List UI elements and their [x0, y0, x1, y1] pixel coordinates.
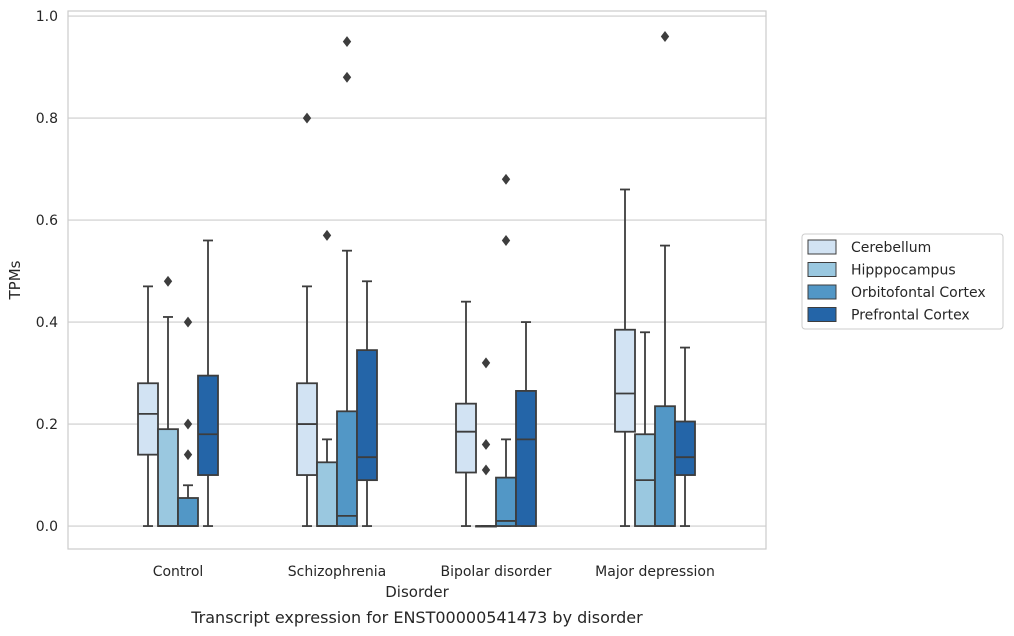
- box-prefrontal-cortex: [356, 280, 378, 527]
- box-prefrontal-cortex: [515, 321, 537, 527]
- legend-label: Cerebellum: [851, 240, 931, 256]
- y-tick-label: 0.0: [36, 519, 58, 535]
- y-tick-label: 0.4: [36, 315, 58, 331]
- box-body: [197, 374, 219, 476]
- box-body: [515, 390, 537, 527]
- legend-label: Orbitofontal Cortex: [851, 285, 986, 301]
- outlier-point: [183, 449, 193, 461]
- box-body: [654, 405, 676, 527]
- box-body: [137, 382, 159, 456]
- legend-swatch: [807, 239, 837, 255]
- x-tick-label: Bipolar disorder: [440, 564, 551, 580]
- legend-label: Prefrontal Cortex: [851, 308, 970, 324]
- outlier-point: [501, 235, 511, 246]
- x-tick-label: Schizophrenia: [288, 564, 386, 580]
- boxes-layer: [137, 31, 696, 528]
- box-orbitofontal-cortex: [654, 31, 676, 527]
- outlier-point: [481, 357, 491, 369]
- box-body: [316, 461, 338, 527]
- box-orbitofontal-cortex: [336, 36, 358, 527]
- outlier-point: [342, 36, 352, 48]
- box-prefrontal-cortex: [197, 239, 219, 527]
- box-cerebellum: [296, 112, 318, 527]
- box-hipppocampus: [316, 229, 338, 527]
- box-orbitofontal-cortex: [177, 316, 199, 527]
- box-body: [614, 328, 636, 433]
- y-tick-labels: 0.0 0.2 0.4 0.6 0.8 1.0: [36, 9, 58, 535]
- outlier-point: [302, 112, 312, 124]
- legend-swatch: [807, 284, 837, 300]
- box-body: [455, 402, 477, 474]
- y-tick-label: 0.8: [36, 111, 58, 127]
- box-hipppocampus: [157, 275, 179, 527]
- y-tick-label: 1.0: [36, 9, 58, 25]
- chart-caption: Transcript expression for ENST0000054147…: [190, 608, 643, 627]
- legend-swatch: [807, 262, 837, 277]
- box-cerebellum: [614, 188, 636, 527]
- outlier-point: [183, 316, 193, 328]
- plot-frame: [67, 10, 767, 550]
- box-prefrontal-cortex: [674, 346, 696, 527]
- box-cerebellum: [137, 285, 159, 527]
- box-cerebellum: [455, 300, 477, 527]
- outlier-point: [660, 31, 670, 42]
- box-orbitofontal-cortex: [495, 173, 517, 527]
- box-body: [495, 476, 517, 527]
- box-body: [296, 382, 318, 476]
- box-body: [356, 349, 378, 482]
- legend-frame: [801, 233, 1004, 330]
- x-axis-label: Disorder: [385, 583, 449, 601]
- legend-label: Hipppocampus: [851, 263, 956, 279]
- box-body: [157, 428, 179, 527]
- outlier-point: [322, 229, 332, 241]
- x-tick-labels: Control Schizophrenia Bipolar disorder Majo…: [153, 564, 715, 580]
- outlier-point: [342, 71, 352, 83]
- box-body: [177, 497, 199, 527]
- outlier-point: [163, 275, 173, 287]
- outlier-point: [481, 464, 491, 476]
- box-body: [336, 410, 358, 527]
- y-axis-label: TPMs: [6, 260, 24, 300]
- legend: Cerebellum Hipppocampus Orbitofontal Corte…: [801, 233, 1004, 330]
- outlier-point: [481, 438, 491, 450]
- x-tick-label: Major depression: [595, 564, 715, 580]
- outlier-point: [501, 173, 511, 185]
- box-body: [674, 420, 696, 476]
- outlier-point: [183, 418, 193, 430]
- y-tick-label: 0.2: [36, 417, 58, 433]
- y-tick-label: 0.6: [36, 213, 58, 229]
- legend-swatch: [807, 307, 837, 322]
- x-tick-label: Control: [153, 564, 204, 580]
